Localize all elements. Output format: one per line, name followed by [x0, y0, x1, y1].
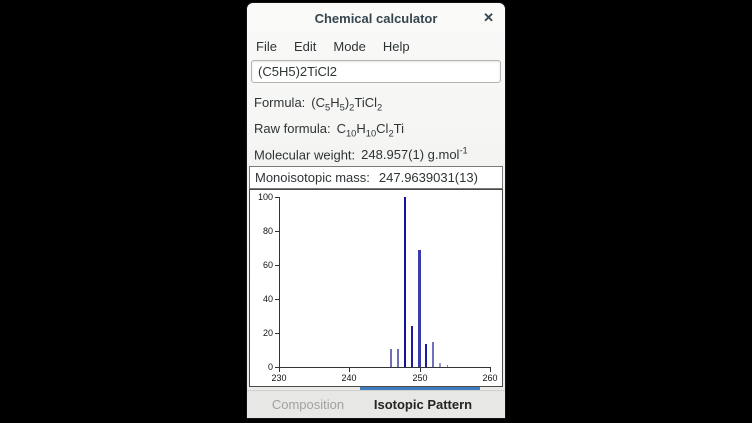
monoisotopic-mass-label: Monoisotopic mass: — [255, 170, 370, 185]
spectrum-peak — [432, 342, 434, 367]
y-tick-label: 0 — [267, 362, 273, 372]
raw-formula-value: C10H10Cl2Ti — [336, 121, 405, 139]
tab-composition[interactable]: Composition — [271, 397, 345, 412]
menubar: File Edit Mode Help — [247, 34, 505, 58]
y-tick-label: 80 — [262, 226, 273, 236]
tab-isotopic-pattern[interactable]: Isotopic Pattern — [373, 397, 473, 412]
molecular-weight-label: Molecular weight: — [254, 147, 356, 163]
x-tick-label: 260 — [482, 373, 498, 383]
menu-file[interactable]: File — [256, 38, 277, 54]
formula-line: Formula: (C5H5)2TiCl2 — [254, 95, 382, 113]
x-tick — [420, 368, 421, 372]
formula-label: Formula: — [254, 95, 306, 110]
formula-input[interactable] — [251, 60, 501, 83]
isotopic-pattern-chart: 0 20 40 60 80 100 230 240 250 260 — [249, 189, 503, 387]
y-tick-label: 100 — [257, 192, 273, 202]
y-tick — [275, 333, 279, 334]
y-tick — [275, 299, 279, 300]
window-title: Chemical calculator — [314, 11, 438, 26]
active-tab-indicator — [360, 387, 480, 390]
molecular-weight-line: Molecular weight: 248.957(1) g.mol-1 — [254, 146, 468, 162]
monoisotopic-mass-box: Monoisotopic mass: 247.9639031(13) — [249, 166, 503, 189]
molecular-weight-value: 248.957(1) g.mol-1 — [361, 146, 468, 163]
titlebar[interactable]: Chemical calculator ✕ — [247, 3, 505, 33]
menu-mode[interactable]: Mode — [333, 38, 366, 54]
y-axis — [279, 197, 280, 368]
x-tick — [349, 368, 350, 372]
monoisotopic-mass-value: 247.9639031(13) — [378, 170, 478, 185]
x-axis — [279, 367, 491, 368]
spectrum-peak — [447, 365, 448, 367]
y-tick-label: 40 — [262, 294, 273, 304]
x-tick — [279, 368, 280, 372]
x-tick — [490, 368, 491, 372]
menu-help[interactable]: Help — [382, 38, 410, 54]
raw-formula-label: Raw formula: — [254, 121, 331, 136]
spectrum-peak — [425, 344, 427, 367]
y-tick — [275, 367, 279, 368]
spectrum-peak — [439, 363, 441, 367]
formula-value: (C5H5)2TiCl2 — [311, 95, 383, 113]
y-tick — [275, 265, 279, 266]
spectrum-peak — [418, 250, 421, 367]
x-tick-label: 230 — [271, 373, 287, 383]
spectrum-peak — [390, 349, 392, 367]
y-tick — [275, 197, 279, 198]
menu-edit[interactable]: Edit — [293, 38, 317, 54]
y-tick-label: 20 — [262, 328, 273, 338]
spectrum-peak — [397, 349, 399, 367]
x-tick-label: 240 — [341, 373, 357, 383]
close-icon[interactable]: ✕ — [483, 10, 494, 25]
chemical-calculator-window: Chemical calculator ✕ File Edit Mode Hel… — [246, 2, 506, 419]
raw-formula-line: Raw formula: C10H10Cl2Ti — [254, 121, 404, 139]
spectrum-peak — [411, 326, 413, 367]
y-tick — [275, 231, 279, 232]
spectrum-peak — [404, 197, 406, 367]
tab-bar: Composition Isotopic Pattern — [247, 390, 505, 418]
y-tick-label: 60 — [262, 260, 273, 270]
spectrum-plot-area: 0 20 40 60 80 100 230 240 250 260 — [250, 190, 502, 386]
x-tick-label: 250 — [412, 373, 428, 383]
